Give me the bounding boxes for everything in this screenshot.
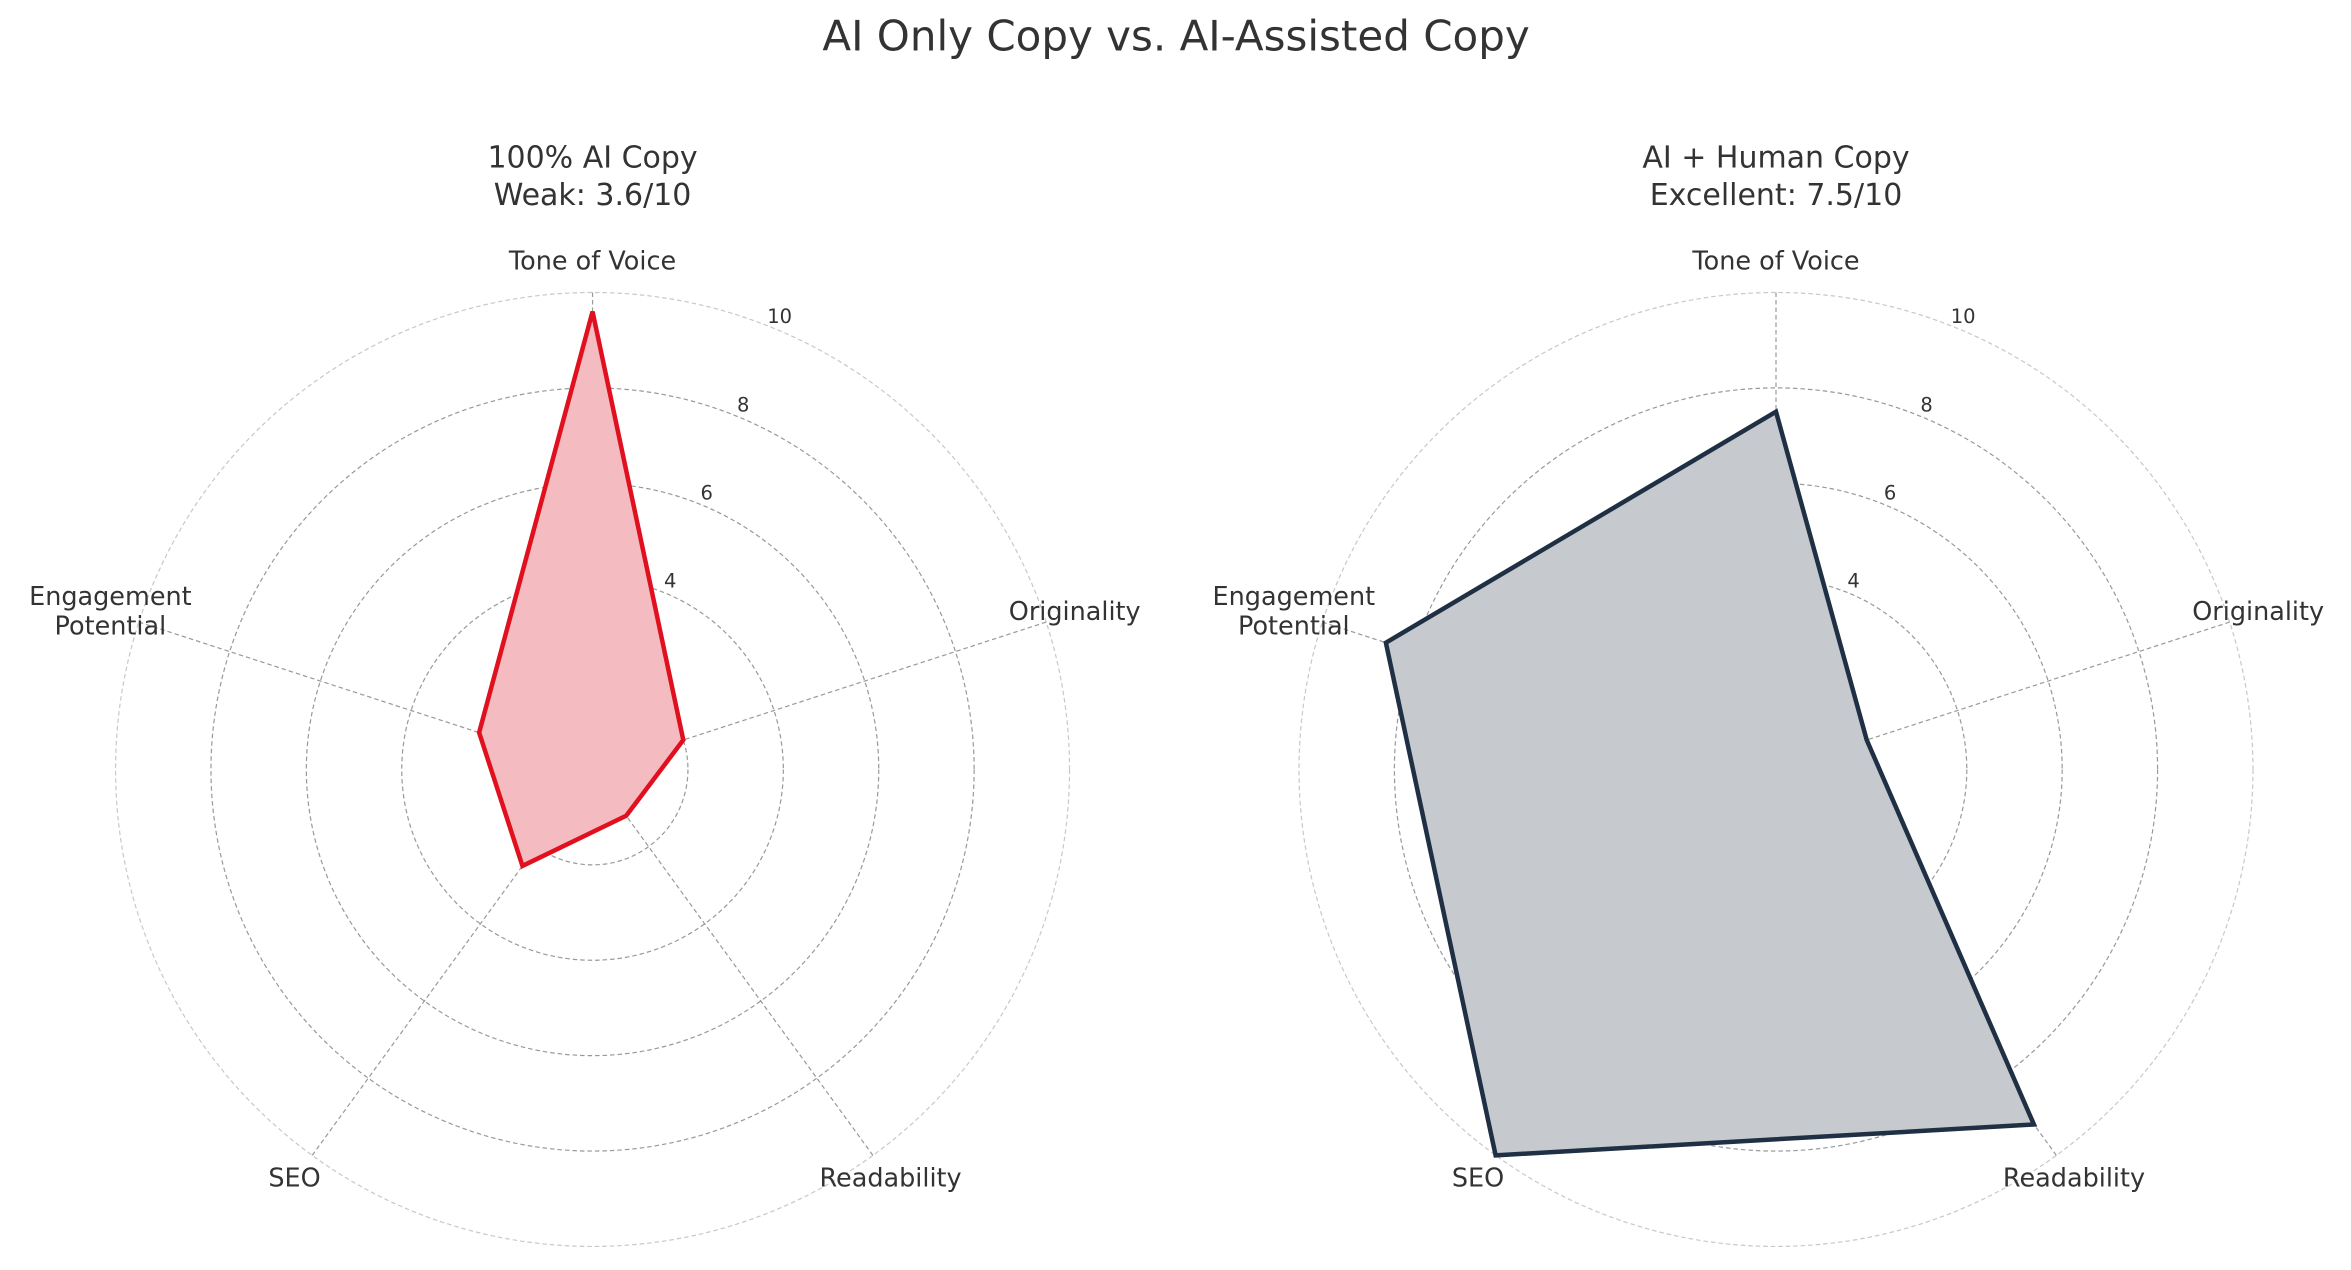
r-tick-label: 6 <box>700 481 712 504</box>
figure-title: AI Only Copy vs. AI-Assisted Copy <box>822 11 1529 60</box>
grid-ring <box>1584 578 1968 961</box>
grid-ring <box>496 673 689 866</box>
category-label: Originality <box>2192 597 2324 627</box>
grid-ring <box>401 578 784 961</box>
r-tick-label: 8 <box>737 393 749 416</box>
r-tick-label: 6 <box>1884 481 1896 504</box>
r-tick-label: 10 <box>1951 305 1976 328</box>
grid-ring <box>1393 387 2159 1152</box>
category-label: Tone of Voice <box>508 246 676 276</box>
category-label: Tone of Voice <box>1691 246 1859 276</box>
grid-ring <box>305 482 880 1057</box>
category-label: Readability <box>2003 1164 2145 1194</box>
radar-line <box>476 310 686 870</box>
category-label: Engagement Potential <box>29 582 192 641</box>
r-tick-label: 4 <box>1847 570 1859 593</box>
chart-subtitle: Weak: 3.6/10 <box>494 178 692 213</box>
category-label: Engagement Potential <box>1213 582 1376 641</box>
r-tick-label: 10 <box>767 305 792 328</box>
r-tick-label: 8 <box>1920 393 1932 416</box>
category-label: SEO <box>268 1164 320 1194</box>
spoke <box>592 769 874 1156</box>
radar-area <box>479 311 684 866</box>
grid-ring <box>1298 291 2254 1248</box>
grid-ring <box>210 387 975 1152</box>
chart-title: AI + Human Copy <box>1642 140 1909 175</box>
category-label: Readability <box>819 1164 961 1194</box>
chart-title: 100% AI Copy <box>487 140 697 175</box>
category-label: Originality <box>1009 597 1141 627</box>
category-label: SEO <box>1452 1164 1504 1194</box>
grid-ring <box>114 291 1071 1248</box>
r-tick-label: 4 <box>664 570 676 593</box>
chart-subtitle: Excellent: 7.5/10 <box>1650 178 1903 213</box>
grid-ring <box>1489 482 2063 1057</box>
radar-area <box>1385 411 2034 1156</box>
radar-line <box>1383 408 2038 1158</box>
